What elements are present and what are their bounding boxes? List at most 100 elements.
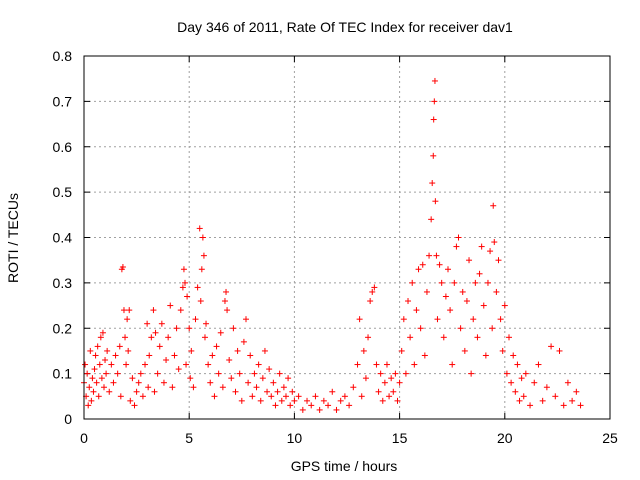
data-point bbox=[177, 307, 184, 314]
data-point bbox=[434, 316, 441, 323]
y-tick-label: 0 bbox=[64, 411, 72, 427]
data-point bbox=[394, 397, 401, 404]
data-point bbox=[181, 279, 188, 286]
data-point bbox=[440, 334, 447, 341]
data-point bbox=[167, 302, 174, 309]
x-tick-label: 25 bbox=[602, 430, 618, 446]
data-point bbox=[268, 393, 275, 400]
data-point bbox=[375, 388, 382, 395]
data-point bbox=[117, 393, 124, 400]
data-point bbox=[129, 375, 136, 382]
data-point bbox=[96, 361, 103, 368]
data-point bbox=[489, 325, 496, 332]
data-point bbox=[564, 379, 571, 386]
data-point bbox=[535, 361, 542, 368]
data-point bbox=[552, 393, 559, 400]
data-point bbox=[421, 352, 428, 359]
data-point bbox=[493, 288, 500, 295]
data-point bbox=[270, 379, 277, 386]
data-point bbox=[539, 397, 546, 404]
data-point bbox=[150, 307, 157, 314]
data-point bbox=[392, 370, 399, 377]
data-point bbox=[503, 370, 510, 377]
data-point bbox=[360, 347, 367, 354]
data-point bbox=[417, 325, 424, 332]
data-point bbox=[516, 397, 523, 404]
data-point bbox=[207, 379, 214, 386]
data-point bbox=[95, 393, 102, 400]
data-point bbox=[88, 397, 95, 404]
y-tick-label: 0.6 bbox=[53, 139, 73, 155]
data-point bbox=[82, 361, 89, 368]
data-point bbox=[461, 347, 468, 354]
data-point bbox=[333, 406, 340, 413]
data-point bbox=[139, 393, 146, 400]
data-point bbox=[510, 352, 517, 359]
data-point bbox=[224, 307, 231, 314]
data-point bbox=[362, 375, 369, 382]
data-point bbox=[110, 379, 117, 386]
data-point bbox=[468, 370, 475, 377]
data-point bbox=[356, 316, 363, 323]
data-point bbox=[308, 402, 315, 409]
data-point bbox=[426, 252, 433, 259]
data-point bbox=[209, 352, 216, 359]
data-point bbox=[316, 406, 323, 413]
data-point bbox=[156, 343, 163, 350]
data-point bbox=[211, 393, 218, 400]
data-point bbox=[482, 352, 489, 359]
x-tick-label: 0 bbox=[80, 430, 88, 446]
data-point bbox=[114, 370, 121, 377]
data-point bbox=[432, 198, 439, 205]
data-point bbox=[106, 388, 113, 395]
data-point bbox=[213, 343, 220, 350]
y-tick-label: 0.2 bbox=[53, 320, 73, 336]
data-point bbox=[160, 379, 167, 386]
data-point bbox=[491, 239, 498, 246]
data-point bbox=[223, 288, 230, 295]
data-point bbox=[381, 379, 388, 386]
data-point bbox=[120, 307, 127, 314]
data-point bbox=[474, 334, 481, 341]
data-point bbox=[133, 388, 140, 395]
data-point bbox=[238, 397, 245, 404]
data-point bbox=[243, 316, 250, 323]
data-point bbox=[86, 384, 93, 391]
data-point bbox=[104, 347, 111, 354]
data-point bbox=[451, 279, 458, 286]
data-point bbox=[499, 347, 506, 354]
data-point bbox=[480, 302, 487, 309]
data-point bbox=[520, 393, 527, 400]
data-point bbox=[112, 352, 119, 359]
data-point bbox=[122, 334, 129, 341]
data-point bbox=[203, 320, 210, 327]
data-point bbox=[144, 320, 151, 327]
data-point bbox=[560, 402, 567, 409]
data-point bbox=[126, 307, 133, 314]
data-point bbox=[205, 361, 212, 368]
data-point bbox=[548, 343, 555, 350]
data-point bbox=[175, 366, 182, 373]
data-point bbox=[367, 298, 374, 305]
data-point bbox=[251, 370, 258, 377]
data-point bbox=[184, 293, 191, 300]
data-point bbox=[102, 357, 109, 364]
data-point bbox=[400, 316, 407, 323]
data-point bbox=[398, 347, 405, 354]
data-point bbox=[179, 284, 186, 291]
data-point bbox=[289, 388, 296, 395]
data-point bbox=[423, 288, 430, 295]
data-point bbox=[119, 263, 126, 270]
data-point bbox=[217, 329, 224, 336]
data-point bbox=[146, 352, 153, 359]
data-point bbox=[108, 361, 115, 368]
data-point bbox=[124, 316, 131, 323]
tick-labels: 0 5 10 15 20 25 0 0.1 0.2 0.3 0.4 0.5 0.6 0.7 0.8 bbox=[53, 48, 618, 446]
data-point bbox=[152, 329, 159, 336]
data-point bbox=[436, 261, 443, 268]
data-point bbox=[329, 388, 336, 395]
data-point bbox=[232, 388, 239, 395]
data-point bbox=[487, 248, 494, 255]
data-point bbox=[163, 357, 170, 364]
data-point bbox=[278, 397, 285, 404]
